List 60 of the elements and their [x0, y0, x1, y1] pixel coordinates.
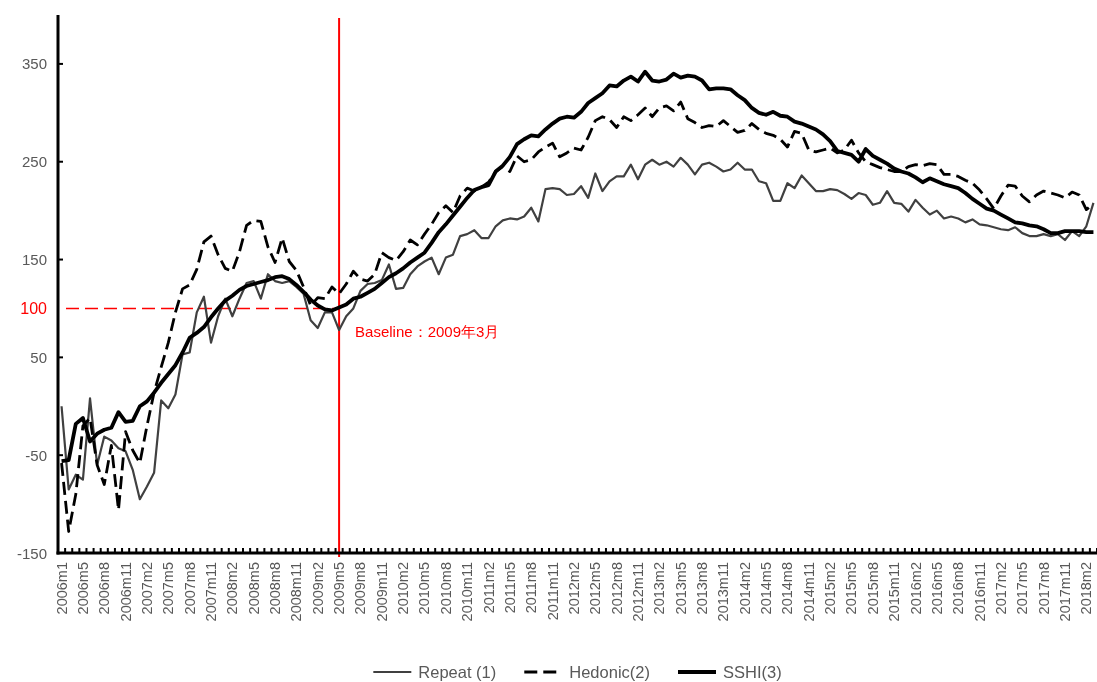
ref-line-label: 100 — [20, 299, 48, 317]
x-tick-label: 2013m8 — [694, 562, 711, 615]
x-tick-label: 2017m8 — [1035, 562, 1052, 615]
x-tick-label: 2006m11 — [117, 562, 134, 622]
x-tick-label: 2012m11 — [629, 562, 646, 622]
x-tick-label: 2016m11 — [971, 562, 988, 622]
x-tick-label: 2010m11 — [459, 562, 476, 622]
x-tick-label: 2014m8 — [779, 562, 796, 615]
x-tick-label: 2018m2 — [1078, 562, 1095, 615]
x-tick-label: 2006m8 — [96, 562, 113, 615]
x-tick-label: 2011m5 — [501, 562, 518, 614]
x-tick-label: 2015m5 — [843, 562, 860, 615]
legend-label: SSHI(3) — [723, 663, 782, 681]
x-tick-label: 2011m2 — [480, 562, 497, 614]
x-tick-label: 2015m2 — [822, 562, 839, 615]
x-tick-label: 2009m11 — [373, 562, 390, 622]
legend-label: Hedonic(2) — [569, 663, 650, 681]
x-tick-label: 2010m2 — [395, 562, 412, 615]
x-tick-label: 2007m8 — [181, 562, 198, 615]
x-tick-label: 2006m5 — [74, 562, 91, 615]
x-tick-label: 2008m8 — [267, 562, 284, 615]
y-tick-label: 350 — [21, 55, 47, 73]
x-tick-label: 2016m2 — [907, 562, 924, 615]
x-tick-label: 2011m8 — [523, 562, 540, 614]
x-tick-label: 2009m8 — [352, 562, 369, 615]
x-tick-label: 2010m8 — [437, 562, 454, 615]
x-tick-label: 2007m11 — [203, 562, 219, 622]
x-tick-label: 2014m11 — [800, 562, 817, 622]
x-tick-label: 2016m8 — [950, 562, 967, 615]
x-tick-label: 2008m11 — [288, 562, 305, 622]
y-tick-label: -50 — [25, 446, 47, 464]
x-tick-label: 2016m5 — [928, 562, 945, 615]
x-tick-label: 2013m5 — [672, 562, 689, 615]
x-tick-label: 2017m5 — [1014, 562, 1031, 615]
x-tick-label: 2008m5 — [245, 562, 262, 615]
x-tick-label: 2014m5 — [758, 562, 775, 615]
x-tick-label: 2012m5 — [587, 562, 604, 615]
x-tick-label: 2008m2 — [224, 562, 241, 615]
x-tick-label: 2017m2 — [992, 562, 1009, 615]
x-tick-label: 2012m2 — [565, 562, 582, 615]
x-tick-label: 2009m2 — [309, 562, 326, 615]
x-tick-label: 2006m1 — [53, 562, 70, 615]
x-tick-label: 2015m8 — [864, 562, 881, 615]
y-tick-label: 150 — [21, 251, 47, 269]
legend-label: Repeat (1) — [418, 663, 497, 681]
x-tick-label: 2015m11 — [886, 562, 903, 622]
x-tick-label: 2017m11 — [1056, 562, 1073, 622]
y-tick-label: 50 — [30, 348, 47, 366]
x-tick-label: 2013m11 — [715, 562, 732, 622]
x-tick-label: 2010m5 — [416, 562, 433, 615]
y-tick-label: 250 — [21, 153, 47, 171]
x-tick-label: 2013m2 — [651, 562, 668, 615]
x-tick-label: 2007m5 — [160, 562, 177, 615]
x-tick-label: 2009m5 — [331, 562, 348, 615]
ref-line-label: Baseline：2009年3月 — [355, 322, 500, 340]
x-tick-label: 2012m8 — [608, 562, 625, 615]
y-tick-label: -150 — [16, 544, 47, 562]
x-tick-label: 2011m11 — [544, 562, 561, 621]
x-tick-label: 2014m2 — [736, 562, 753, 615]
x-tick-label: 2007m2 — [138, 562, 155, 615]
